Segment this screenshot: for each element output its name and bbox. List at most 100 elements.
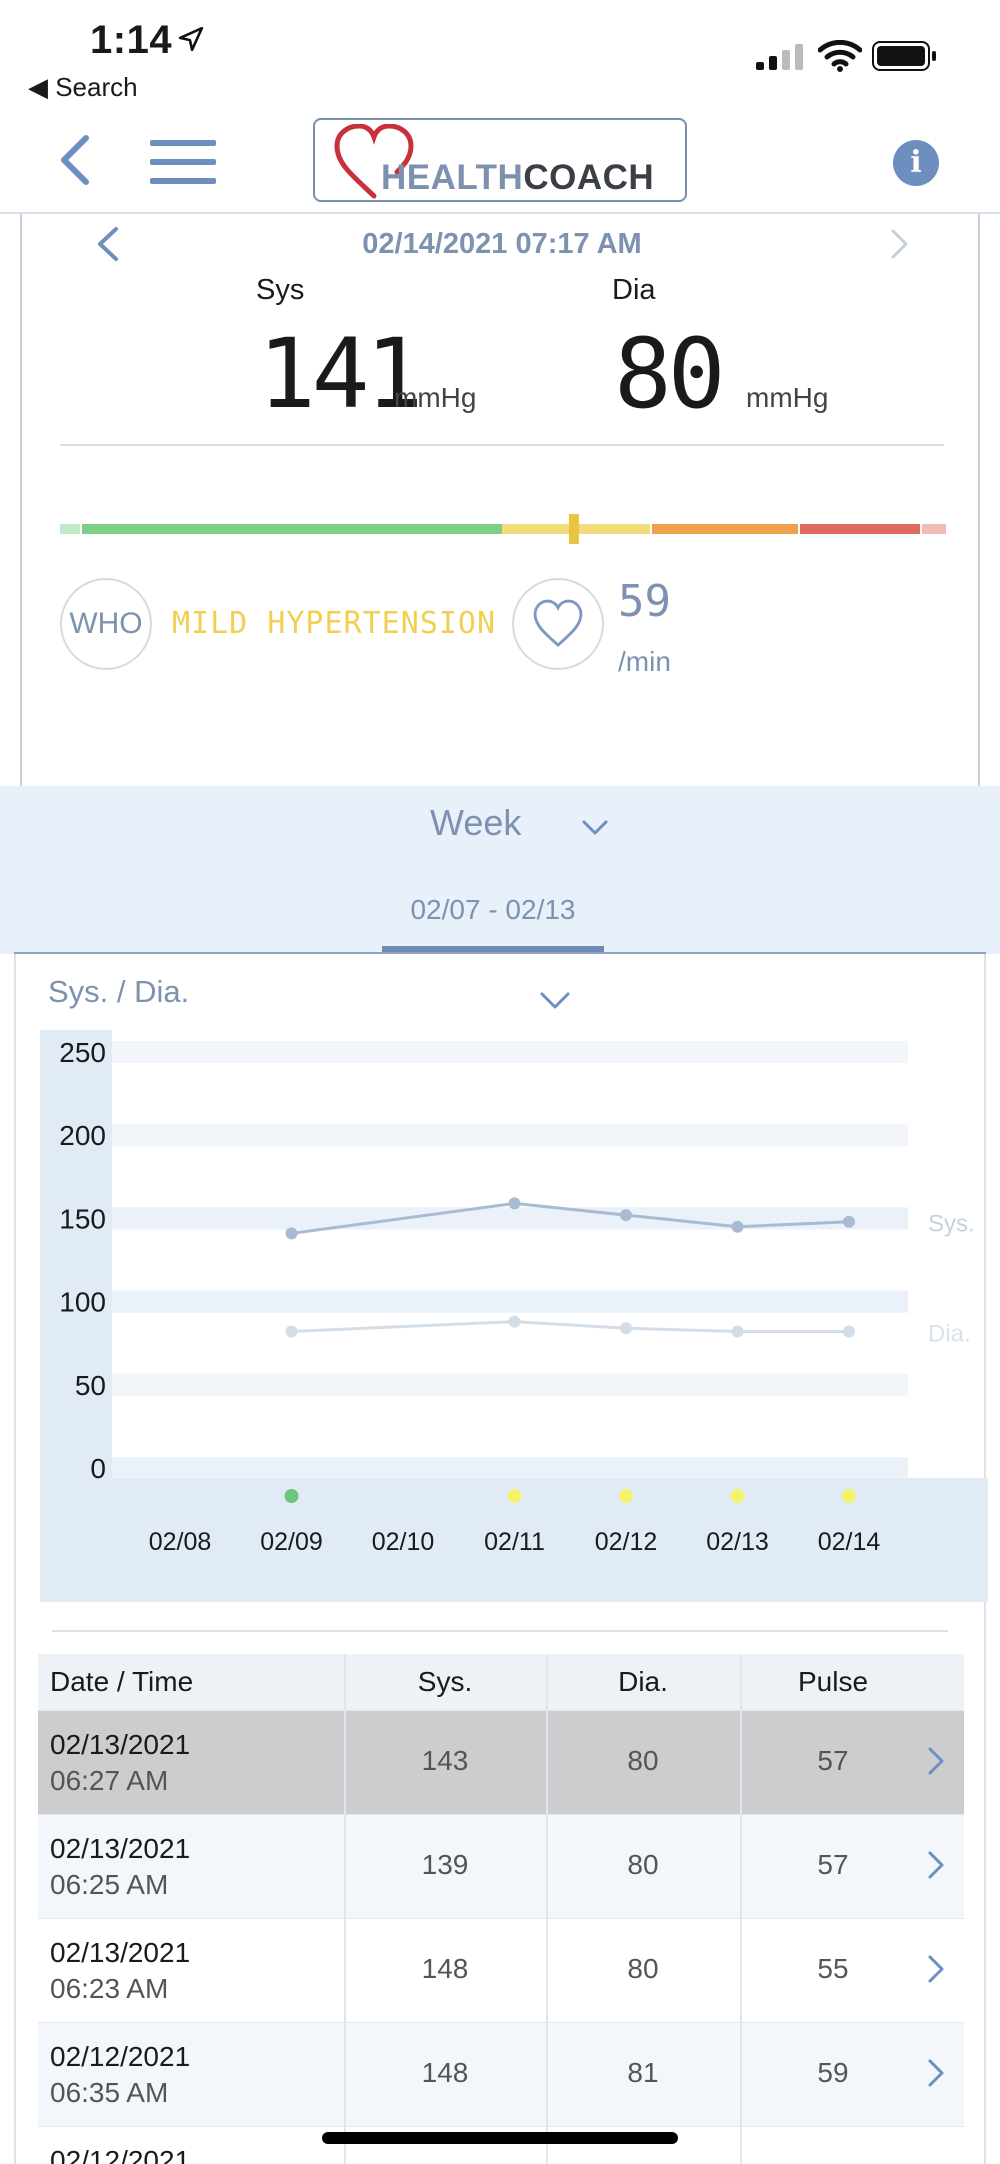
column-divider <box>740 2127 742 2164</box>
chevron-down-icon[interactable] <box>580 818 610 838</box>
row-time: 06:27 AM <box>50 1765 169 1796</box>
row-date: 02/12/2021 <box>50 2041 191 2072</box>
diastolic-unit: mmHg <box>746 382 829 413</box>
data-point <box>508 1197 521 1210</box>
x-tick-label: 02/12 <box>595 1528 658 1556</box>
y-tick-label: 200 <box>59 1120 106 1151</box>
table-row[interactable]: 02/13/2021 06:25 AM 139 80 57 <box>38 1814 964 1918</box>
table-row[interactable]: 02/13/2021 06:23 AM 148 80 55 <box>38 1918 964 2022</box>
row-datetime: 02/13/2021 06:23 AM <box>50 1935 190 2007</box>
sys-dia-line-chart: 250 200 150 100 50 0 02/08 02/09 02/10 02/11 02/1… <box>40 1030 988 1602</box>
grid-band <box>112 1373 908 1396</box>
data-point <box>620 1209 632 1222</box>
data-point <box>843 1215 855 1228</box>
chevron-right-icon[interactable] <box>926 2057 946 2089</box>
blood-pressure-scale <box>60 514 946 544</box>
y-tick-label: 150 <box>59 1203 106 1234</box>
row-datetime: 02/12/2021 06:35 AM <box>50 2039 190 2111</box>
series-line-dia <box>291 1320 849 1334</box>
data-point <box>843 1325 855 1338</box>
heart-logo-icon <box>334 124 414 199</box>
pulse-heart-badge <box>512 578 604 670</box>
x-tick-label: 02/09 <box>260 1528 323 1556</box>
row-datetime: 02/13/2021 06:27 AM <box>50 1727 190 1799</box>
reading-datetime: 02/14/2021 07:17 AM <box>362 228 642 260</box>
chevron-right-icon[interactable] <box>926 1745 946 1777</box>
previous-reading-chevron-icon[interactable] <box>94 226 122 262</box>
period-selector-area: Week 02/07 - 02/13 <box>0 786 1000 954</box>
row-dia: 81 <box>627 2057 659 2088</box>
row-sys: 148 <box>421 1953 469 1984</box>
column-divider <box>740 1919 742 2022</box>
hamburger-menu-icon[interactable] <box>150 138 216 186</box>
row-date: 02/12/2021 <box>50 2145 191 2164</box>
divider <box>14 952 986 954</box>
next-reading-chevron-icon[interactable] <box>888 226 912 262</box>
column-divider <box>344 1919 346 2022</box>
classification-text: MILD HYPERTENSION <box>172 606 497 641</box>
table-row[interactable]: 02/12/2021 06:35 AM 148 81 59 <box>38 2022 964 2126</box>
y-tick-label: 50 <box>75 1370 106 1401</box>
data-point <box>508 1315 521 1328</box>
row-pulse: 57 <box>817 1849 849 1880</box>
divider <box>60 444 944 446</box>
back-chevron-icon[interactable] <box>56 134 96 186</box>
scale-marker <box>568 514 579 544</box>
y-tick-label: 0 <box>90 1453 106 1484</box>
status-bar: 1:14 ◀ Search <box>0 0 1000 110</box>
row-time: 06:23 AM <box>50 1973 169 2004</box>
row-pulse: 55 <box>817 1953 849 1984</box>
status-dot <box>730 1489 745 1503</box>
systolic-label: Sys <box>256 274 305 306</box>
data-point <box>620 1322 632 1335</box>
info-button[interactable]: i <box>893 140 939 186</box>
chart-panel: Sys. / Dia. 250 200 150 100 50 0 02/08 02/09 02… <box>14 954 988 2164</box>
pulse-unit: /min <box>618 646 671 677</box>
series-label: Sys. <box>928 1211 975 1238</box>
x-tick-label: 02/08 <box>149 1528 212 1556</box>
diastolic-value: 80 <box>614 318 726 430</box>
table-header: Date / Time Sys. Dia. Pulse <box>38 1654 964 1710</box>
cellular-signal-icon <box>756 44 803 70</box>
chevron-down-icon[interactable] <box>538 990 572 1012</box>
chevron-right-icon[interactable] <box>926 1953 946 1985</box>
column-divider <box>740 2023 742 2126</box>
header-pulse: Pulse <box>797 1666 869 1697</box>
data-point <box>731 1220 744 1233</box>
row-dia: 80 <box>627 1849 659 1880</box>
row-dia: 80 <box>627 1745 659 1776</box>
systolic-unit: mmHg <box>394 382 477 413</box>
chevron-right-icon[interactable] <box>926 1849 946 1881</box>
row-date: 02/13/2021 <box>50 1833 191 1864</box>
header-dia: Dia. <box>618 1666 668 1697</box>
systolic-value: 141 <box>258 318 423 430</box>
row-datetime: 02/13/2021 06:25 AM <box>50 1831 190 1903</box>
column-divider <box>546 2023 548 2126</box>
row-sys: 148 <box>421 2057 469 2088</box>
row-sys: 139 <box>421 1849 469 1880</box>
row-time: 06:35 AM <box>50 2077 169 2108</box>
status-dot <box>507 1489 522 1503</box>
diastolic-label: Dia <box>612 274 656 306</box>
measurement-card: 02/14/2021 07:17 AM Sys 141 mmHg Dia 80 … <box>20 214 980 786</box>
back-to-search-link[interactable]: ◀ Search <box>28 72 138 102</box>
column-divider <box>344 2023 346 2126</box>
logo-text: HEALTHCOACH <box>381 158 654 198</box>
row-time: 06:25 AM <box>50 1869 169 1900</box>
period-dropdown[interactable]: Week <box>430 802 522 843</box>
row-date: 02/13/2021 <box>50 1937 191 1968</box>
header-sys: Sys. <box>417 1666 473 1697</box>
row-date: 02/13/2021 <box>50 1729 191 1760</box>
chart-type-label[interactable]: Sys. / Dia. <box>48 974 190 1009</box>
column-divider <box>740 1711 742 1814</box>
series-label: Dia. <box>928 1321 971 1348</box>
column-divider <box>344 1815 346 1918</box>
grid-band <box>112 1041 908 1063</box>
column-divider <box>344 1654 346 1710</box>
column-divider <box>546 2127 548 2164</box>
data-point <box>285 1227 298 1240</box>
table-row[interactable]: 02/13/2021 06:27 AM 143 80 57 <box>38 1710 964 1814</box>
date-range-tab[interactable]: 02/07 - 02/13 <box>410 894 576 925</box>
data-point <box>285 1325 298 1338</box>
row-dia: 80 <box>627 1953 659 1984</box>
